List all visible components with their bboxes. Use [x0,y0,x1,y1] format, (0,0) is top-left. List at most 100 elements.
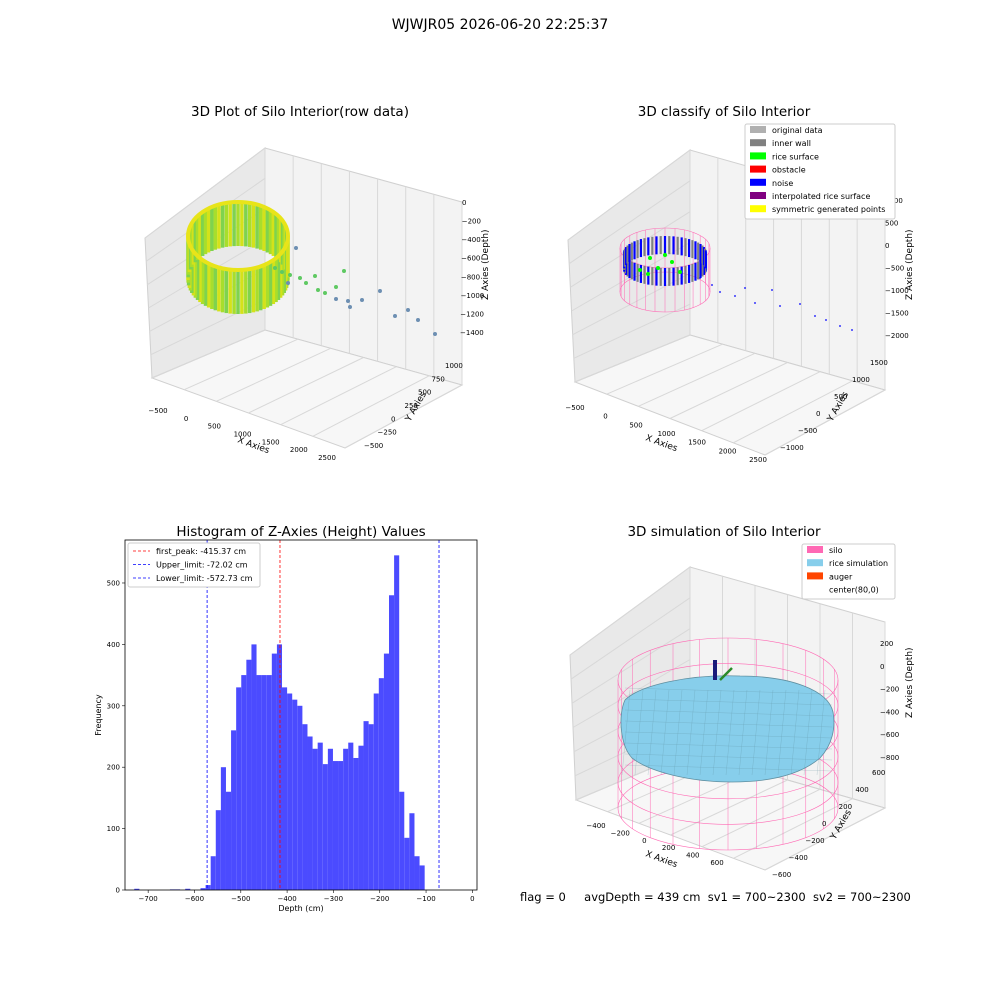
histogram-y-label: Frequency [94,694,103,736]
mesh-line [634,689,644,776]
panel2-title: 3D classify of Silo Interior [637,104,811,120]
x-tick-label: 0 [642,837,646,845]
panel2-y-label: Y Axies [825,390,851,424]
grid-line [568,180,691,265]
legend-label: original data [772,126,823,135]
noise-point [360,298,364,302]
mesh-line [624,720,833,728]
grid-line [144,147,266,239]
legend-label: symmetric generated points [772,205,885,214]
x-tick-label: −500 [231,895,250,903]
panel1-y-label: Y Axies [403,390,429,424]
x-tick-label: 2500 [318,454,336,462]
y-tick-label: 200 [107,764,120,772]
histogram-bar [322,764,328,890]
x-tick-label: 2000 [290,446,308,454]
y-tick-label: 1000 [852,376,870,384]
histogram-frame [124,539,478,891]
y-tick-label: −400 [789,854,808,862]
legend-swatch [750,126,766,133]
y-tick-label: 500 [834,393,847,401]
mesh-line [764,689,774,776]
x-tick-label: −500 [148,407,167,415]
y-tick-label: 400 [855,786,868,794]
histogram-bar [241,675,247,890]
y-tick-label: −500 [364,442,383,450]
x-tick-label: 600 [710,859,723,867]
x-tick-label: −400 [586,822,605,830]
y-tick-label: 600 [872,769,885,777]
mesh-line [624,698,833,706]
rice-surface-point [638,268,642,272]
x-tick-label: −200 [611,829,630,837]
z-tick-label: −200 [462,218,481,226]
flag-text: flag = 0 [520,890,566,904]
histogram-bar [251,644,257,890]
panel4-legend: silo rice simulation auger center(80,0) [801,543,896,600]
z-tick-label: −600 [880,731,899,739]
histogram-bar [383,653,389,890]
x-tick-label: 500 [629,421,642,429]
histogram-bar [404,837,410,890]
grid-line [701,788,821,848]
z-tick-label: −400 [880,708,899,716]
panel1-z-label: Z Axies (Depth) [481,229,491,300]
noise-point [433,332,437,336]
histogram-bar [175,889,181,890]
mesh-line [725,689,735,776]
silo-ring [617,637,839,723]
y-tick-label: −500 [798,427,817,435]
z-tick-label: −200 [880,686,899,694]
grid-line [183,338,299,391]
mesh-line [673,689,683,776]
grid-line [764,389,886,456]
x-tick-label: 1000 [658,430,676,438]
histogram-bar [236,687,242,890]
grid-line [573,689,691,753]
grid-line [151,329,266,379]
silo-ring [617,663,839,748]
silo-rim [186,200,290,272]
noise-point [273,266,277,270]
panel2-z-label: Z Axies (Depth) [905,229,915,300]
y-tick-label: −200 [805,837,824,845]
y-tick-label: 0 [816,410,820,418]
noise-point [711,284,713,286]
histogram-bar [302,724,308,890]
z-tick-label: 0 [880,663,884,671]
y-tick-label: 500 [107,579,120,587]
noise-point [316,288,320,292]
grid-line [701,371,821,432]
histogram-bar [358,745,364,890]
rice-surface-point [646,272,650,276]
y-tick-label: 250 [405,402,418,410]
x-tick-label: 200 [662,844,675,852]
histogram-bar [220,767,226,890]
z-tick-label: −800 [461,273,480,281]
histogram-bar [312,748,318,890]
histogram-bar [225,791,232,890]
grid-line [764,807,886,871]
noise-point [348,305,352,309]
z-tick-label: 0 [462,199,466,207]
rice-surface-point [648,256,652,260]
legend-swatch [750,192,766,199]
z-tick-label: −400 [461,236,480,244]
silo-top-ring [619,227,711,269]
histogram-bar [399,791,405,890]
noise-point [280,270,284,274]
sv2-text: sv2 = 700~2300 [812,890,911,904]
legend-swatch [750,165,766,173]
legend-label: interpolated rice surface [772,192,870,201]
grid-line [571,242,691,312]
x-tick-label: −200 [370,895,389,903]
histogram-bar [282,687,288,890]
grid-line [574,334,691,383]
mesh-line [738,689,748,776]
x-tick-label: −400 [277,895,296,903]
mesh-line [790,689,800,776]
histogram-bar [378,678,384,890]
histogram-bar [317,742,323,890]
histogram-bar [231,730,237,890]
